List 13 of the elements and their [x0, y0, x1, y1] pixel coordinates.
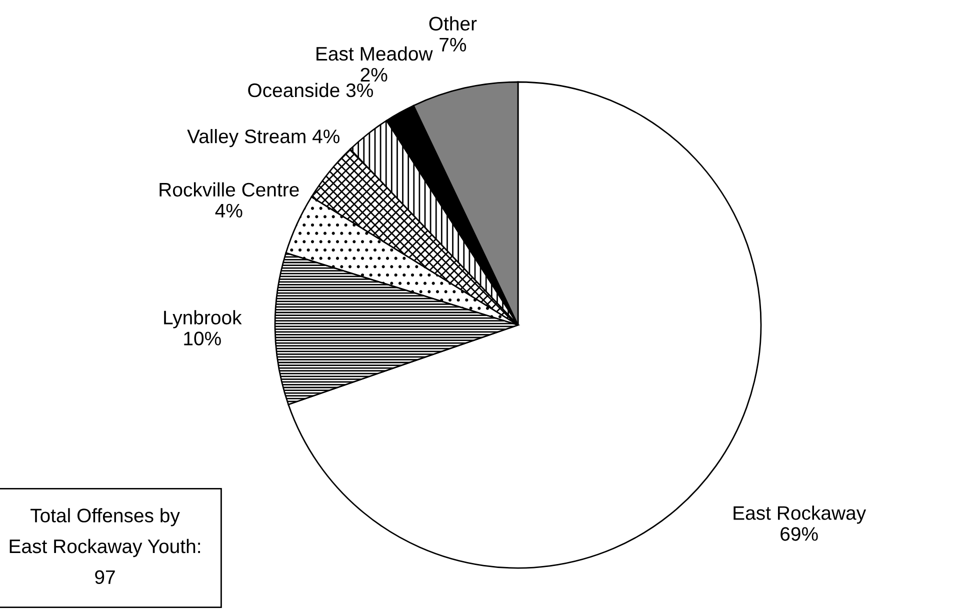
slice-label: East Rockaway: [734, 506, 866, 524]
slice-label: Valley Stream 4%: [187, 129, 340, 148]
data-label: 69%: [780, 527, 818, 541]
slice-label: Other: [429, 16, 477, 31]
slice-label: Lynbrook: [164, 310, 242, 328]
text: Total Offenses by East Rockaway Youth: 97: [10, 508, 200, 584]
slice-label: East Meadow: [316, 46, 433, 61]
data-label: 10%: [184, 332, 221, 346]
data-label: 7%: [440, 38, 466, 52]
data-label: 4%: [215, 204, 242, 218]
slice-label: Oceanside 3%: [248, 82, 373, 98]
slice-label: Rockville Centre: [160, 182, 299, 197]
data-label: 2%: [360, 68, 388, 82]
